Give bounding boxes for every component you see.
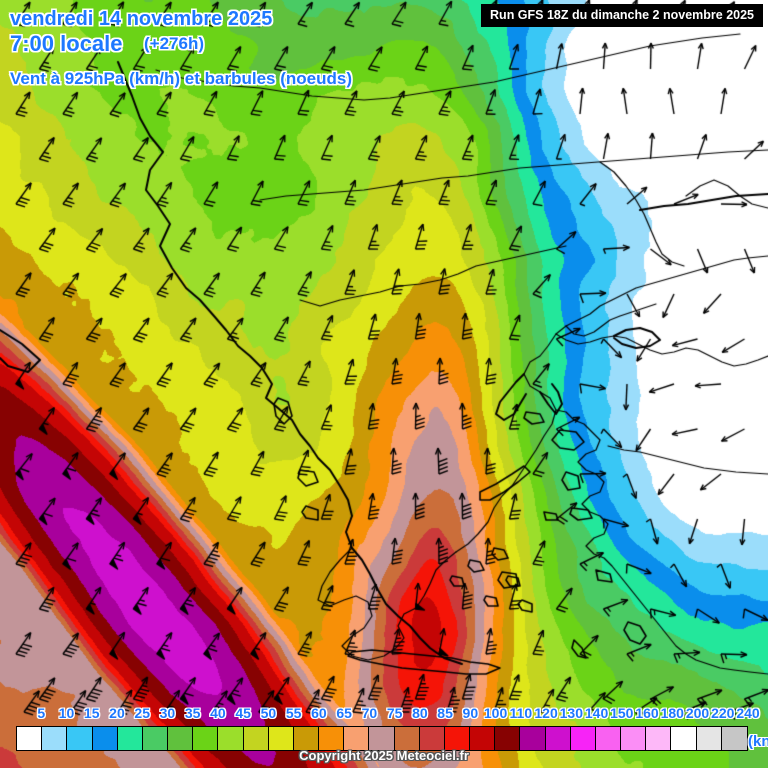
legend-tick-90: 90	[462, 705, 479, 721]
legend-swatch-50-55	[268, 727, 294, 750]
legend-tick-70: 70	[361, 705, 378, 721]
legend-color-bar	[16, 726, 748, 751]
legend-swatch-65-70	[344, 727, 370, 750]
forecast-step-label: (+276h)	[144, 34, 204, 53]
legend-tick-180: 180	[660, 705, 684, 721]
legend-swatch-120-130	[545, 727, 571, 750]
legend-tick-200: 200	[685, 705, 710, 721]
legend-swatch-10-15	[67, 727, 93, 750]
legend-swatch-140-150	[595, 727, 622, 750]
legend-swatch-25-30	[142, 727, 169, 750]
legend-tick-30: 30	[159, 705, 176, 721]
legend-swatch-55-60	[293, 727, 320, 750]
legend-swatch-70-75	[369, 727, 395, 750]
legend-swatch-75-80	[394, 727, 420, 750]
legend-tick-85: 85	[437, 705, 453, 721]
legend-swatch-15-20	[92, 727, 118, 750]
legend-tick-50: 50	[260, 705, 277, 721]
legend-tick-150: 150	[610, 705, 634, 721]
legend-swatch-30-35	[168, 727, 194, 750]
legend-tick-120: 120	[534, 705, 558, 721]
legend-swatch-110-120	[520, 727, 546, 750]
legend-swatch-5-10	[42, 727, 68, 750]
copyright-label: Copyright 2025 Meteociel.fr	[299, 748, 469, 763]
legend-tick-60: 60	[311, 705, 327, 721]
legend-tick-160: 160	[635, 705, 659, 721]
legend-tick-65: 65	[336, 705, 352, 721]
color-scale-legend: 5 10 15 20 25 30 35 40 45 50 55 60 65 70 75 80 85 90 100 11…	[0, 705, 768, 768]
map-parameter-label: Vent à 925hPa (km/h) et barbules (noeuds…	[10, 69, 352, 88]
legend-tick-15: 15	[83, 705, 100, 721]
legend-swatch-220-240	[721, 727, 747, 750]
legend-swatch-20-25	[117, 727, 143, 750]
legend-tick-140: 140	[584, 705, 609, 721]
legend-tick-75: 75	[386, 705, 403, 721]
forecast-time-label: 7:00 locale	[10, 31, 123, 56]
legend-swatch-45-50	[243, 727, 269, 750]
legend-unit-label: (kn)	[748, 733, 768, 750]
forecast-date-label: vendredi 14 novembre 2025	[10, 8, 273, 30]
legend-tick-labels: 5 10 15 20 25 30 35 40 45 50 55 60 65 70 75 80 85 90 100 11…	[0, 705, 768, 727]
legend-swatch-90-100	[470, 727, 496, 750]
model-run-badge: Run GFS 18Z du dimanche 2 novembre 2025	[481, 4, 763, 27]
legend-tick-100: 100	[483, 705, 508, 721]
legend-tick-35: 35	[184, 705, 201, 721]
legend-tick-40: 40	[210, 705, 226, 721]
legend-tick-55: 55	[285, 705, 302, 721]
legend-swatch-130-140	[570, 727, 596, 750]
legend-swatch-0-5	[17, 727, 43, 750]
legend-tick-5: 5	[37, 705, 46, 721]
legend-tick-10: 10	[58, 705, 75, 721]
legend-tick-80: 80	[412, 705, 428, 721]
legend-tick-25: 25	[134, 705, 150, 721]
legend-tick-240: 240	[736, 705, 760, 721]
legend-swatch-100-110	[495, 727, 521, 750]
legend-tick-110: 110	[509, 705, 533, 721]
legend-swatch-150-160	[621, 727, 647, 750]
legend-swatch-160-180	[646, 727, 672, 750]
legend-tick-130: 130	[559, 705, 583, 721]
legend-swatch-85-90	[444, 727, 471, 750]
legend-swatch-80-85	[419, 727, 445, 750]
legend-tick-220: 220	[711, 705, 735, 721]
legend-swatch-180-200	[671, 727, 697, 750]
legend-swatch-40-45	[218, 727, 244, 750]
legend-tick-45: 45	[235, 705, 251, 721]
legend-tick-20: 20	[109, 705, 125, 721]
legend-swatch-35-40	[193, 727, 219, 750]
legend-swatch-200-220	[696, 727, 722, 750]
legend-swatch-60-65	[319, 727, 345, 750]
